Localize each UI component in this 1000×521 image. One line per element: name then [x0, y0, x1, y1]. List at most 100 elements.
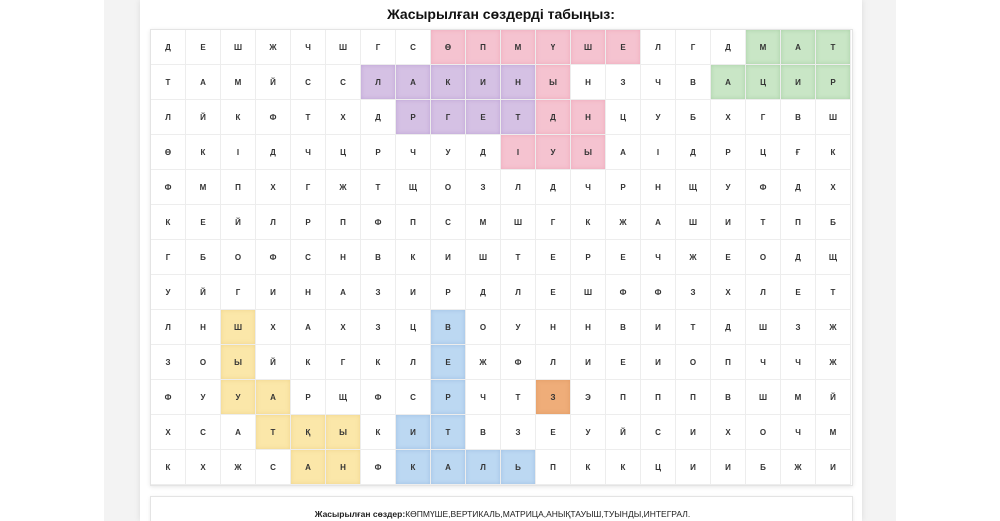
grid-cell[interactable]: У [571, 415, 606, 450]
grid-cell[interactable]: Щ [816, 240, 851, 275]
grid-cell[interactable]: Н [501, 65, 536, 100]
grid-cell[interactable]: Х [326, 100, 361, 135]
grid-cell[interactable]: А [781, 30, 816, 65]
grid-cell[interactable]: Ж [256, 30, 291, 65]
grid-cell[interactable]: Ө [151, 135, 186, 170]
grid-cell[interactable]: С [396, 30, 431, 65]
grid-cell[interactable]: И [781, 65, 816, 100]
grid-cell[interactable]: М [816, 415, 851, 450]
grid-cell[interactable]: Ш [676, 205, 711, 240]
grid-cell[interactable]: М [186, 170, 221, 205]
grid-cell[interactable]: К [361, 415, 396, 450]
grid-cell[interactable]: И [571, 345, 606, 380]
grid-cell[interactable]: Э [571, 380, 606, 415]
grid-cell[interactable]: О [746, 240, 781, 275]
grid-cell[interactable]: В [711, 380, 746, 415]
grid-cell[interactable]: Д [256, 135, 291, 170]
grid-cell[interactable]: Е [431, 345, 466, 380]
grid-cell[interactable]: А [431, 450, 466, 485]
grid-cell[interactable]: Ч [781, 415, 816, 450]
grid-cell[interactable]: Н [291, 275, 326, 310]
grid-cell[interactable]: Ө [431, 30, 466, 65]
grid-cell[interactable]: Ж [781, 450, 816, 485]
grid-cell[interactable]: Д [536, 170, 571, 205]
grid-cell[interactable]: К [571, 450, 606, 485]
grid-cell[interactable]: О [186, 345, 221, 380]
grid-cell[interactable]: Ш [571, 30, 606, 65]
grid-cell[interactable]: Д [781, 170, 816, 205]
grid-cell[interactable]: Ф [361, 450, 396, 485]
grid-cell[interactable]: И [676, 450, 711, 485]
grid-cell[interactable]: Р [291, 380, 326, 415]
grid-cell[interactable]: В [676, 65, 711, 100]
grid-cell[interactable]: П [641, 380, 676, 415]
grid-cell[interactable]: Й [221, 205, 256, 240]
grid-cell[interactable]: А [186, 65, 221, 100]
grid-cell[interactable]: Б [816, 205, 851, 240]
grid-cell[interactable]: Н [571, 65, 606, 100]
grid-cell[interactable]: Ү [536, 30, 571, 65]
grid-cell[interactable]: Т [151, 65, 186, 100]
grid-cell[interactable]: У [501, 310, 536, 345]
grid-cell[interactable]: Й [256, 65, 291, 100]
grid-cell[interactable]: Й [186, 275, 221, 310]
grid-cell[interactable]: У [221, 380, 256, 415]
grid-cell[interactable]: И [641, 345, 676, 380]
grid-cell[interactable]: І [221, 135, 256, 170]
grid-cell[interactable]: Л [536, 345, 571, 380]
grid-cell[interactable]: Ш [746, 310, 781, 345]
grid-cell[interactable]: Е [536, 240, 571, 275]
grid-cell[interactable]: Й [606, 415, 641, 450]
grid-cell[interactable]: М [746, 30, 781, 65]
grid-cell[interactable]: П [396, 205, 431, 240]
grid-cell[interactable]: О [431, 170, 466, 205]
grid-cell[interactable]: Й [256, 345, 291, 380]
grid-cell[interactable]: Г [291, 170, 326, 205]
grid-cell[interactable]: Е [186, 30, 221, 65]
grid-cell[interactable]: Ж [676, 240, 711, 275]
grid-cell[interactable]: Ы [571, 135, 606, 170]
grid-cell[interactable]: С [326, 65, 361, 100]
grid-cell[interactable]: Х [711, 100, 746, 135]
grid-cell[interactable]: У [536, 135, 571, 170]
grid-cell[interactable]: П [676, 380, 711, 415]
grid-cell[interactable]: Т [501, 240, 536, 275]
grid-cell[interactable]: Г [361, 30, 396, 65]
grid-cell[interactable]: К [431, 65, 466, 100]
grid-cell[interactable]: Х [326, 310, 361, 345]
grid-cell[interactable]: Ц [746, 135, 781, 170]
grid-cell[interactable]: Д [151, 30, 186, 65]
grid-cell[interactable]: Л [256, 205, 291, 240]
grid-cell[interactable]: Ж [816, 310, 851, 345]
grid-cell[interactable]: Ғ [781, 135, 816, 170]
grid-cell[interactable]: Р [571, 240, 606, 275]
grid-cell[interactable]: И [676, 415, 711, 450]
grid-cell[interactable]: Л [396, 345, 431, 380]
grid-cell[interactable]: Ф [256, 100, 291, 135]
grid-cell[interactable]: Ы [536, 65, 571, 100]
grid-cell[interactable]: И [711, 205, 746, 240]
grid-cell[interactable]: Н [536, 310, 571, 345]
grid-cell[interactable]: З [361, 275, 396, 310]
grid-cell[interactable]: Р [711, 135, 746, 170]
grid-cell[interactable]: Ц [396, 310, 431, 345]
grid-cell[interactable]: Х [151, 415, 186, 450]
grid-cell[interactable]: Ч [781, 345, 816, 380]
grid-cell[interactable]: Қ [291, 415, 326, 450]
grid-cell[interactable]: Ф [151, 380, 186, 415]
grid-cell[interactable]: Ц [326, 135, 361, 170]
grid-cell[interactable]: Х [816, 170, 851, 205]
grid-cell[interactable]: Г [536, 205, 571, 240]
grid-cell[interactable]: Ш [221, 310, 256, 345]
grid-cell[interactable]: Ф [746, 170, 781, 205]
grid-cell[interactable]: Д [466, 135, 501, 170]
grid-cell[interactable]: М [221, 65, 256, 100]
grid-cell[interactable]: Б [676, 100, 711, 135]
grid-cell[interactable]: А [641, 205, 676, 240]
grid-cell[interactable]: Ь [501, 450, 536, 485]
grid-cell[interactable]: Ш [501, 205, 536, 240]
grid-cell[interactable]: Л [746, 275, 781, 310]
grid-cell[interactable]: И [396, 275, 431, 310]
grid-cell[interactable]: Ф [151, 170, 186, 205]
grid-cell[interactable]: З [676, 275, 711, 310]
